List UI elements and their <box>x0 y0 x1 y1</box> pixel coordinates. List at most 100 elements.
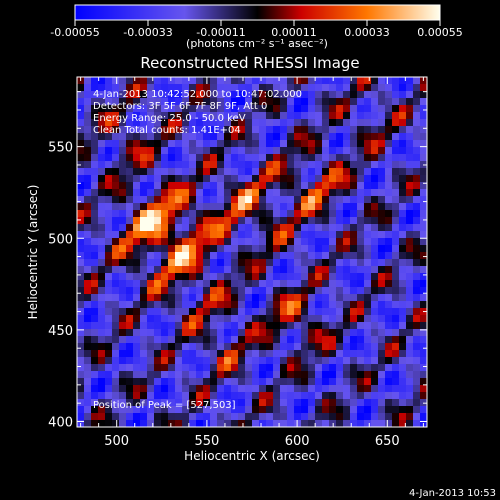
heatmap-cell <box>112 161 119 168</box>
heatmap-cell <box>364 266 371 273</box>
heatmap-cell <box>329 378 336 385</box>
heatmap-cell <box>168 252 175 259</box>
heatmap-cell <box>168 105 175 112</box>
heatmap-cell <box>217 161 224 168</box>
heatmap-cell <box>217 231 224 238</box>
heatmap-cell <box>259 280 266 287</box>
heatmap-cell <box>294 196 301 203</box>
heatmap-cell <box>175 420 182 427</box>
heatmap-cell <box>294 84 301 91</box>
heatmap-cell <box>406 392 413 399</box>
heatmap-cell <box>266 119 273 126</box>
heatmap-cell <box>105 385 112 392</box>
heatmap-cell <box>140 217 147 224</box>
heatmap-cell <box>413 301 420 308</box>
heatmap-cell <box>413 133 420 140</box>
heatmap-cell <box>273 238 280 245</box>
heatmap-cell <box>294 161 301 168</box>
heatmap-cell <box>161 301 168 308</box>
heatmap-cell <box>189 280 196 287</box>
heatmap-cell <box>280 105 287 112</box>
heatmap-cell <box>231 301 238 308</box>
heatmap-cell <box>399 385 406 392</box>
heatmap-cell <box>413 105 420 112</box>
heatmap-cell <box>112 287 119 294</box>
heatmap-cell <box>147 154 154 161</box>
heatmap-cell <box>112 245 119 252</box>
heatmap-cell <box>343 329 350 336</box>
heatmap-cell <box>168 406 175 413</box>
heatmap-cell <box>161 357 168 364</box>
heatmap-cell <box>371 189 378 196</box>
heatmap-cell <box>105 217 112 224</box>
heatmap-cell <box>84 308 91 315</box>
heatmap-cell <box>259 126 266 133</box>
heatmap-cell <box>357 294 364 301</box>
heatmap-cell <box>189 245 196 252</box>
heatmap-cell <box>133 315 140 322</box>
heatmap-cell <box>252 406 259 413</box>
heatmap-cell <box>126 252 133 259</box>
heatmap-cell <box>371 294 378 301</box>
heatmap-cell <box>126 371 133 378</box>
heatmap-cell <box>294 399 301 406</box>
heatmap-cell <box>112 266 119 273</box>
heatmap-cell <box>217 224 224 231</box>
heatmap-cell <box>413 350 420 357</box>
heatmap-cell <box>98 385 105 392</box>
heatmap-cell <box>287 154 294 161</box>
heatmap-cell <box>147 245 154 252</box>
heatmap-cell <box>105 182 112 189</box>
heatmap-cell <box>182 406 189 413</box>
heatmap-cell <box>119 161 126 168</box>
heatmap-cell <box>133 266 140 273</box>
heatmap-cell <box>210 161 217 168</box>
heatmap-cell <box>154 294 161 301</box>
heatmap-cell <box>294 182 301 189</box>
heatmap-cell <box>112 280 119 287</box>
heatmap-cell <box>315 301 322 308</box>
heatmap-cell <box>280 119 287 126</box>
heatmap-cell <box>308 399 315 406</box>
heatmap-cell <box>301 350 308 357</box>
colorbar-tick-label: 0.00011 <box>271 26 317 39</box>
heatmap-cell <box>112 315 119 322</box>
heatmap-cell <box>77 189 84 196</box>
heatmap-cell <box>154 133 161 140</box>
heatmap-cell <box>210 392 217 399</box>
heatmap-cell <box>126 294 133 301</box>
heatmap-cell <box>420 343 427 350</box>
heatmap-cell <box>224 210 231 217</box>
heatmap-cell <box>406 399 413 406</box>
heatmap-cell <box>98 98 105 105</box>
heatmap-cell <box>189 392 196 399</box>
heatmap-cell <box>259 266 266 273</box>
heatmap-cell <box>84 161 91 168</box>
heatmap-cell <box>280 154 287 161</box>
heatmap-cell <box>161 224 168 231</box>
heatmap-cell <box>231 273 238 280</box>
heatmap-cell <box>189 322 196 329</box>
heatmap-cell <box>266 378 273 385</box>
heatmap-cell <box>385 385 392 392</box>
heatmap-cell <box>112 392 119 399</box>
heatmap-cell <box>98 210 105 217</box>
heatmap-cell <box>259 182 266 189</box>
heatmap-cell <box>406 217 413 224</box>
heatmap-cell <box>182 91 189 98</box>
heatmap-cell <box>217 252 224 259</box>
heatmap-cell <box>378 350 385 357</box>
heatmap-cell <box>91 392 98 399</box>
heatmap-cell <box>252 98 259 105</box>
heatmap-cell <box>140 385 147 392</box>
heatmap-cell <box>175 252 182 259</box>
heatmap-cell <box>77 140 84 147</box>
heatmap-cell <box>252 287 259 294</box>
heatmap-cell <box>175 98 182 105</box>
heatmap-cell <box>378 273 385 280</box>
heatmap-cell <box>133 91 140 98</box>
annotation-time: 4-Jan-2013 10:42:52.000 to 10:47:02.000 <box>93 89 302 100</box>
heatmap-cell <box>126 322 133 329</box>
heatmap-cell <box>147 182 154 189</box>
heatmap-cell <box>182 392 189 399</box>
